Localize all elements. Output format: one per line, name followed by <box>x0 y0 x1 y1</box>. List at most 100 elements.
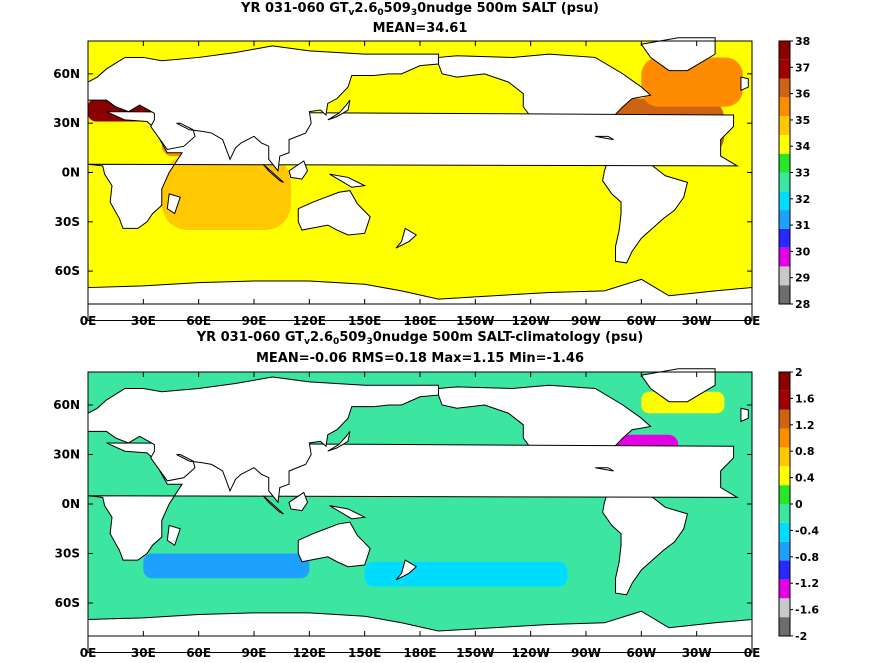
colorbar-swatch <box>779 447 790 467</box>
land-newzealand <box>395 227 418 249</box>
x-tick-label: 120E <box>293 314 326 328</box>
x-tick-label: 60E <box>186 646 211 660</box>
colorbar-label: 0.8 <box>795 445 815 458</box>
x-tick-label: 150W <box>456 314 494 328</box>
region-north-atlantic <box>641 57 743 107</box>
x-tick-label: 90W <box>571 314 601 328</box>
colorbar-swatch <box>779 97 790 117</box>
x-tick-label: 180E <box>403 314 436 328</box>
colorbar-label: 35 <box>795 114 810 127</box>
colorbar-swatch <box>779 59 790 79</box>
region-indian-ocean <box>161 156 291 231</box>
land-eurasia <box>87 376 439 504</box>
colorbar-label: -1.2 <box>795 577 819 590</box>
land-australia <box>297 521 371 568</box>
land-eurasia <box>87 45 439 173</box>
colorbar-label: 37 <box>795 61 810 74</box>
x-tick-label: 30W <box>682 646 712 660</box>
x-tick-label: 90E <box>242 314 267 328</box>
colorbar-swatch <box>779 409 790 429</box>
x-tick-label: 0E <box>80 314 97 328</box>
y-tick-label: 30N <box>53 448 80 462</box>
land-madagascar <box>166 193 181 215</box>
colorbar-label: 31 <box>795 219 810 232</box>
x-tick-label: 0E <box>80 646 97 660</box>
x-tick-label: 30W <box>682 314 712 328</box>
x-tick-label: 120W <box>512 646 550 660</box>
x-tick-label: 120E <box>293 646 326 660</box>
land-americasS <box>602 153 689 264</box>
colorbar-swatch <box>779 390 790 410</box>
colorbar-swatch <box>779 598 790 618</box>
y-tick-label: 60N <box>53 398 80 412</box>
land-japan <box>327 431 351 452</box>
colorbar-swatch <box>779 116 790 135</box>
bottom-chart-title: YR 031-060 GTv2.6050930nudge 500m SALT-c… <box>196 330 644 347</box>
y-tick-label: 60S <box>55 596 80 610</box>
x-tick-label: 90E <box>242 646 267 660</box>
colorbar-swatch <box>779 617 790 636</box>
colorbar-label: -1.6 <box>795 604 819 617</box>
colorbar-swatch <box>779 466 790 486</box>
x-tick-label: 60E <box>186 314 211 328</box>
colorbar-swatch <box>779 172 790 192</box>
colorbar-label: 2 <box>795 366 803 379</box>
x-tick-label: 180E <box>403 646 436 660</box>
land-cuba <box>595 467 614 472</box>
top-chart-subtitle: MEAN=34.61 <box>372 21 468 36</box>
colorbar-swatch <box>779 78 790 98</box>
x-tick-label: 150E <box>348 314 381 328</box>
colorbar-swatch <box>779 522 790 542</box>
land-uk <box>740 407 749 423</box>
x-tick-label: 30E <box>131 314 156 328</box>
colorbar-label: -0.8 <box>795 551 819 564</box>
land-newguinea <box>329 173 367 188</box>
land-sumatra <box>262 495 284 515</box>
x-tick-label: 60W <box>626 314 656 328</box>
land-cuba <box>595 135 614 141</box>
land-borneo <box>288 160 309 180</box>
colorbar-label: 38 <box>795 35 810 48</box>
land-newguinea <box>329 505 367 520</box>
colorbar-label: 1.6 <box>795 392 815 405</box>
colorbar-swatch <box>779 428 790 448</box>
colorbar-label: 30 <box>795 245 811 258</box>
colorbar-label: 1.2 <box>795 419 815 432</box>
colorbar-swatch <box>779 485 790 504</box>
y-tick-label: 60S <box>55 264 80 278</box>
y-tick-label: 60N <box>53 67 80 81</box>
x-tick-label: 0E <box>744 314 761 328</box>
land-madagascar <box>166 524 181 547</box>
land-japan <box>327 99 351 121</box>
colorbar-label: 36 <box>795 88 811 101</box>
colorbar-label: 0 <box>795 498 803 511</box>
colorbar-swatch <box>779 247 790 267</box>
region-southern-pacific <box>364 561 568 587</box>
land-borneo <box>288 491 309 512</box>
x-tick-label: 0E <box>744 646 761 660</box>
top-chart-title: YR 031-060 GTv2.6050930nudge 500m SALT (… <box>241 1 599 18</box>
colorbar-swatch <box>779 266 790 286</box>
land-americasS <box>602 485 689 596</box>
colorbar-label: 28 <box>795 298 810 311</box>
x-tick-label: 30E <box>131 646 156 660</box>
colorbar-label: 34 <box>795 140 811 153</box>
colorbar-swatch <box>779 228 790 248</box>
colorbar-swatch <box>779 210 790 229</box>
land-australia <box>297 190 371 236</box>
land-uk <box>740 76 749 92</box>
y-tick-label: 0N <box>62 166 80 180</box>
colorbar-swatch <box>779 153 790 173</box>
colorbar-swatch <box>779 191 790 211</box>
y-tick-label: 0N <box>62 497 80 511</box>
colorbar-swatch <box>779 541 790 561</box>
colorbar-label: -0.4 <box>795 524 819 537</box>
y-tick-label: 30S <box>55 215 80 229</box>
y-tick-label: 30N <box>53 116 80 130</box>
bottom-chart-subtitle: MEAN=-0.06 RMS=0.18 Max=1.15 Min=-1.46 <box>255 351 585 366</box>
colorbar-swatch <box>779 134 790 154</box>
x-tick-label: 150E <box>348 646 381 660</box>
region-southern-indian <box>143 553 310 579</box>
colorbar-swatch <box>779 579 790 599</box>
